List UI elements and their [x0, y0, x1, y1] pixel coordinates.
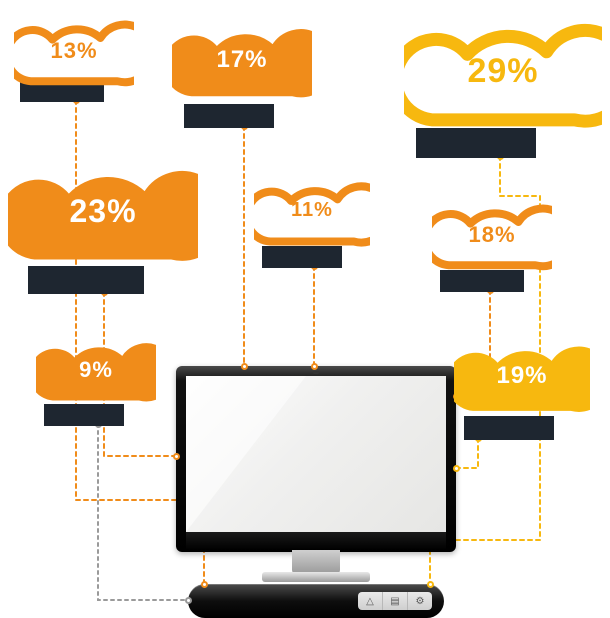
- webcam-dot: [313, 371, 319, 374]
- cloud-percent: 17%: [172, 46, 312, 74]
- monitor-stand: [292, 550, 340, 574]
- cloud-percent: 18%: [432, 222, 552, 248]
- connector-dot: [201, 581, 208, 588]
- connector-dot: [185, 597, 192, 604]
- cloud-c29: 29%: [404, 14, 602, 140]
- cloud-percent: 23%: [8, 193, 198, 230]
- cloud-percent: 19%: [454, 362, 590, 390]
- monitor-foot: [262, 572, 370, 582]
- cloud-c19: 19%: [454, 336, 590, 424]
- connector-dot: [241, 363, 248, 370]
- connector-c9: [98, 424, 188, 600]
- connector-c19: [456, 438, 478, 468]
- cloud-percent: 11%: [254, 199, 370, 222]
- gear-icon: ⚙: [408, 592, 432, 610]
- cloud-c23: 23%: [8, 156, 198, 278]
- cloud-c11: 11%: [254, 176, 370, 254]
- list-icon: ▤: [383, 592, 408, 610]
- cloud-c17: 17%: [172, 18, 312, 110]
- monitor-frame: [176, 366, 456, 552]
- connector-dot: [311, 363, 318, 370]
- monitor-screen: [186, 376, 446, 532]
- connector-dot: [453, 465, 460, 472]
- computer-base: △ ▤ ⚙: [188, 584, 444, 618]
- computer-monitor: [176, 366, 456, 590]
- warning-icon: △: [358, 592, 383, 610]
- cloud-c18: 18%: [432, 198, 552, 278]
- cloud-percent: 13%: [14, 38, 134, 64]
- connector-dot: [427, 581, 434, 588]
- base-buttons: △ ▤ ⚙: [358, 592, 432, 610]
- cloud-c9: 9%: [36, 334, 156, 412]
- monitor-chin: [186, 532, 446, 550]
- connector-dot: [173, 453, 180, 460]
- cloud-percent: 9%: [36, 357, 156, 383]
- cloud-c13: 13%: [14, 14, 134, 94]
- cloud-percent: 29%: [404, 52, 602, 91]
